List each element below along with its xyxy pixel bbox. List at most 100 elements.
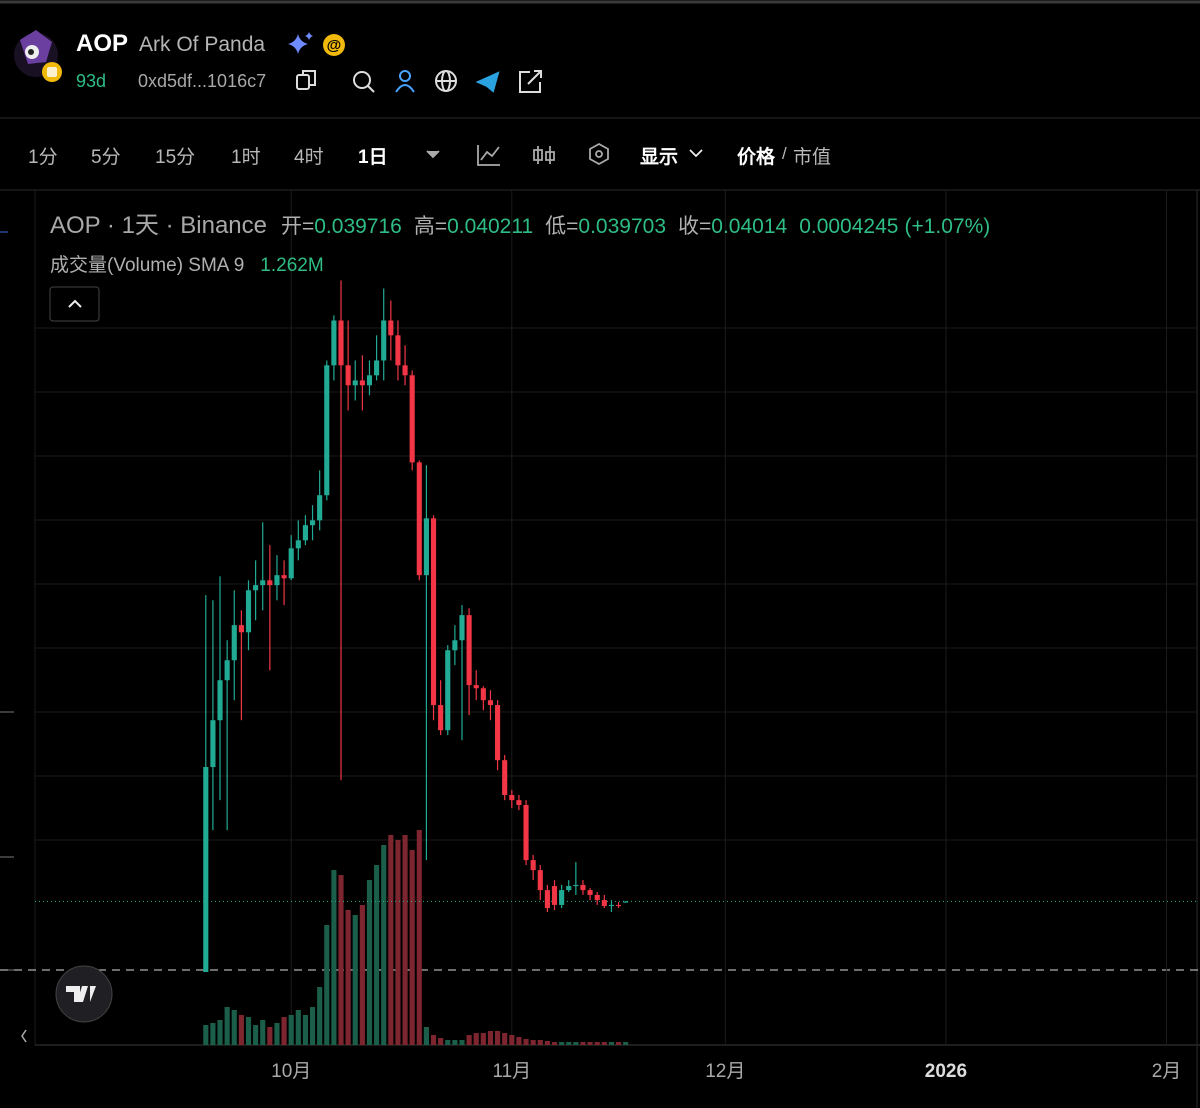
toolbar-icons	[426, 142, 703, 166]
volume-bar	[231, 1010, 237, 1045]
candle-body	[359, 380, 365, 386]
candle-body	[430, 518, 437, 706]
volume-label: 成交量(Volume) SMA 9	[50, 255, 245, 276]
token-address[interactable]: 0xd5df...1016c7	[138, 71, 267, 91]
volume-bar	[537, 1040, 543, 1045]
interval[interactable]: 1时	[231, 147, 261, 168]
candle-body	[438, 705, 444, 731]
display-chevron[interactable]	[689, 149, 703, 158]
plot: 10月 11月 12月 2026 2月	[35, 190, 1197, 1082]
volume-bar	[523, 1039, 529, 1045]
volume-bar	[516, 1037, 522, 1045]
token-name: Ark Of Panda	[139, 33, 266, 56]
volume-bar	[260, 1020, 266, 1045]
scroll-left-icon[interactable]	[21, 1029, 27, 1043]
copy-icon[interactable]	[296, 74, 310, 90]
candle-body	[338, 320, 344, 366]
volume-bar	[466, 1035, 472, 1045]
high-value: 0.040211	[447, 215, 534, 238]
candle-body	[345, 365, 351, 386]
telegram-icon[interactable]	[475, 71, 500, 93]
toggle-separator: /	[782, 144, 787, 163]
candle-body	[309, 520, 316, 526]
volume-bar	[309, 1007, 316, 1045]
tradingview-logo[interactable]	[55, 965, 113, 1023]
candle-body	[302, 525, 308, 541]
candle-body	[559, 890, 565, 905]
volume-bar	[210, 1023, 216, 1045]
interval[interactable]: 4时	[294, 147, 324, 168]
interval[interactable]: 1分	[28, 147, 58, 168]
candle-body	[231, 625, 237, 661]
volume-bar	[587, 1042, 593, 1045]
volume-bar	[473, 1033, 479, 1045]
volume-bar	[438, 1038, 444, 1045]
collapse-icon	[68, 299, 82, 308]
change-percent: (+1.07%)	[904, 215, 991, 238]
volume-bar	[245, 1017, 252, 1045]
user-icon[interactable]	[399, 70, 411, 82]
at-icon[interactable]	[323, 34, 345, 56]
volume-bar	[217, 1020, 223, 1045]
candle-body	[566, 886, 572, 891]
volume-bar	[544, 1041, 550, 1045]
candle-body	[516, 800, 522, 806]
candle-body	[573, 884, 579, 887]
candle-body	[530, 860, 536, 871]
x-tick-label: 11月	[492, 1061, 531, 1082]
volume-bar	[502, 1033, 508, 1045]
volume-bar	[359, 905, 365, 1045]
volume-bar	[615, 1042, 622, 1045]
price-toggle[interactable]: 价格	[737, 147, 776, 168]
volume-bar	[509, 1035, 515, 1045]
candle-body	[203, 767, 209, 973]
volume-bar	[295, 1010, 301, 1045]
candle-body	[580, 884, 586, 891]
candle-body	[459, 615, 465, 641]
volume-bar	[238, 1015, 244, 1045]
search-icon[interactable]	[353, 71, 371, 89]
market-cap-toggle[interactable]: 市值	[793, 147, 832, 168]
candle-body	[288, 548, 294, 579]
high-label: 高=	[413, 215, 448, 238]
open-label: 开=	[280, 215, 315, 238]
candle-body	[210, 720, 216, 768]
settings-icon[interactable]	[589, 142, 609, 166]
candle-body	[608, 904, 615, 907]
interval-active[interactable]: 1日	[358, 147, 388, 168]
low-value: 0.039703	[578, 215, 666, 238]
close-value: 0.04014	[711, 215, 788, 238]
candle-body	[317, 495, 323, 521]
volume-bar	[267, 1027, 273, 1045]
volume-bar	[495, 1031, 501, 1045]
indicator-icon[interactable]	[477, 145, 500, 166]
volume-bar	[416, 830, 422, 1045]
left-axis-ticks	[0, 231, 14, 971]
candle-body	[245, 590, 252, 633]
horizontal-grid	[35, 327, 1197, 841]
volume-bar	[395, 840, 401, 1045]
low-label: 低=	[545, 215, 579, 238]
interval-dropdown[interactable]	[426, 150, 440, 159]
x-tick-label: 2026	[925, 1061, 967, 1082]
volume-bar	[423, 1027, 429, 1045]
candle-body	[452, 640, 458, 651]
candle-body	[402, 365, 408, 376]
token-logo	[14, 30, 62, 82]
candle-type-icon[interactable]	[533, 146, 555, 164]
display-menu[interactable]: 显示	[640, 147, 679, 168]
candle-body	[615, 904, 622, 907]
candle-body	[381, 320, 387, 361]
candle-body	[331, 320, 337, 366]
volume-bar	[580, 1042, 586, 1045]
candle-body	[217, 680, 223, 721]
collapse-button[interactable]	[49, 286, 100, 322]
candle-body	[487, 700, 494, 706]
external-link-icon[interactable]	[519, 70, 542, 93]
interval[interactable]: 5分	[91, 147, 121, 168]
interval[interactable]: 15分	[155, 147, 196, 168]
candle-body	[445, 650, 451, 731]
volume-bar	[430, 1035, 437, 1045]
